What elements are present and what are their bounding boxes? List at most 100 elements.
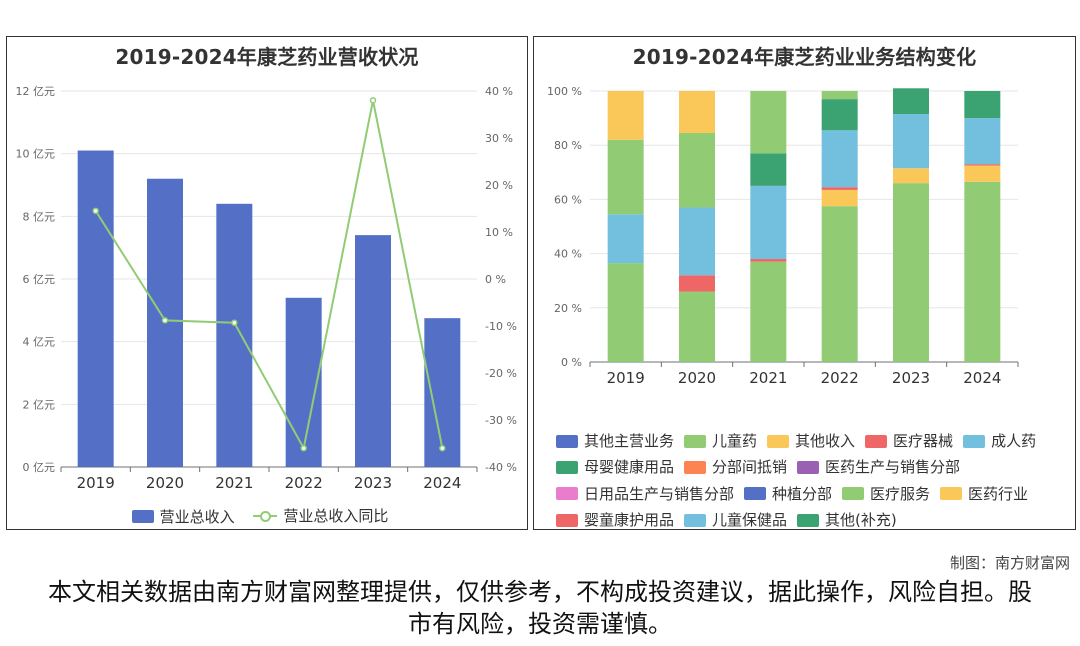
legend-item[interactable]: 医疗服务 <box>842 482 930 507</box>
revenue-bar <box>216 203 253 468</box>
legend-item[interactable]: 其他主营业务 <box>556 429 674 454</box>
legend-item[interactable]: 分部间抵销 <box>684 455 787 480</box>
stack-segment <box>821 206 858 362</box>
legend-label: 成人药 <box>991 432 1037 450</box>
legend-swatch <box>963 434 986 448</box>
legend-swatch <box>556 434 578 448</box>
revenue-bar <box>285 297 322 467</box>
legend-item[interactable]: 医药行业 <box>940 482 1028 507</box>
legend-swatch <box>556 487 578 501</box>
x-tick-label: 2024 <box>963 369 1001 387</box>
legend-item[interactable]: 儿童保健品 <box>684 508 787 533</box>
legend-item[interactable]: 婴童康护用品 <box>556 508 674 533</box>
x-tick-label: 2022 <box>821 369 859 387</box>
x-tick-label: 2019 <box>77 474 115 492</box>
structure-chart-panel: 2019-2024年康芝药业业务结构变化 0 % 20 % 40 % 60 % 80 %… <box>533 36 1076 530</box>
x-tick-label: 2020 <box>146 474 184 492</box>
legend-label: 其他主营业务 <box>584 432 675 450</box>
stack-segment <box>607 214 644 264</box>
legend-swatch <box>744 487 767 501</box>
legend-label: 其他收入 <box>795 432 856 450</box>
stack-segment <box>821 189 858 207</box>
structure-chart-legend: 其他主营业务 儿童药 其他收入 医疗器械 成人药母婴健康用品 分部间抵销 医药生产与销售分部… <box>556 429 1071 534</box>
stack-segment <box>821 99 858 131</box>
x-tick-label: 2024 <box>423 474 461 492</box>
legend-swatch <box>842 487 865 501</box>
y2-tick-label: 20 % <box>485 179 513 192</box>
disclaimer-text: 本文相关数据由南方财富网整理提供，仅供参考，不构成投资建议，据此操作，风险自担。… <box>48 578 1032 638</box>
y2-tick-label: -10 % <box>485 320 517 333</box>
stack-segment <box>964 164 1001 166</box>
x-tick-label: 2021 <box>749 369 787 387</box>
stack-segment <box>821 130 858 188</box>
legend-swatch <box>556 513 578 527</box>
yoy-point <box>439 444 446 452</box>
y-tick-label: 0 % <box>561 356 582 369</box>
stack-segment <box>607 139 644 215</box>
stack-segment <box>964 181 1001 362</box>
legend-item-revenue-yoy[interactable]: 营业总收入同比 <box>253 505 388 526</box>
stack-segment <box>607 91 644 140</box>
legend-swatch-line <box>253 509 278 523</box>
stack-segment <box>679 291 715 362</box>
legend-swatch <box>684 461 707 474</box>
legend-swatch <box>865 434 888 448</box>
stack-segment <box>964 118 1001 165</box>
chart-credit: 制图：南方财富网 <box>949 554 1070 572</box>
legend-item[interactable]: 医药生产与销售分部 <box>797 455 960 480</box>
y-tick-label: 6 亿元 <box>23 273 56 286</box>
yoy-point <box>300 444 307 452</box>
stack-segment <box>893 114 929 169</box>
stack-segment <box>750 153 787 186</box>
legend-item[interactable]: 成人药 <box>963 429 1036 454</box>
stack-segment <box>893 88 929 115</box>
y2-tick-label: -30 % <box>485 414 517 427</box>
stack-segment <box>964 91 1001 119</box>
legend-swatch <box>767 434 790 448</box>
revenue-bar <box>355 235 391 467</box>
y2-tick-label: 0 % <box>485 273 506 286</box>
legend-item[interactable]: 儿童药 <box>684 429 757 454</box>
y-tick-label: 8 亿元 <box>23 210 56 223</box>
y-tick-label: 4 亿元 <box>23 336 56 349</box>
legend-swatch <box>556 461 578 474</box>
legend-item[interactable]: 母婴健康用品 <box>556 455 674 480</box>
legend-swatch <box>684 513 707 527</box>
revenue-chart-plot: 0 亿元 2 亿元 4 亿元 6 亿元 8 亿元 10 亿元 12 亿元 -40 % -30 %… <box>16 85 517 492</box>
legend-item[interactable]: 其他(补充) <box>797 508 897 533</box>
legend-item[interactable]: 医疗器械 <box>865 429 953 454</box>
x-tick-label: 2023 <box>892 369 930 387</box>
y-tick-label: 20 % <box>554 302 582 315</box>
legend-label: 种植分部 <box>772 484 833 503</box>
legend-item[interactable]: 日用品生产与销售分部 <box>556 482 734 507</box>
yoy-point <box>92 207 99 215</box>
stack-segment <box>607 263 644 362</box>
legend-label: 儿童保健品 <box>712 510 788 529</box>
stack-segment <box>893 168 929 184</box>
y-tick-label: 0 亿元 <box>23 461 56 474</box>
y2-tick-label: 30 % <box>485 132 513 145</box>
legend-label: 日用品生产与销售分部 <box>584 484 735 503</box>
y-tick-label: 60 % <box>554 193 582 206</box>
legend-label-revenue: 营业总收入 <box>159 507 235 526</box>
legend-label: 婴童康护用品 <box>584 510 675 529</box>
yoy-point <box>231 319 238 326</box>
yoy-point <box>161 317 169 324</box>
legend-item-revenue[interactable]: 营业总收入 <box>131 506 235 527</box>
legend-swatch-bar <box>131 509 154 523</box>
y-tick-label: 100 % <box>547 85 582 98</box>
revenue-bar <box>77 150 114 467</box>
legend-item[interactable]: 其他收入 <box>767 429 855 454</box>
legend-swatch <box>940 487 963 501</box>
legend-item[interactable]: 种植分部 <box>744 482 832 507</box>
y-tick-label: 80 % <box>554 139 582 152</box>
legend-label: 医药行业 <box>968 484 1029 503</box>
structure-chart-plot: 0 % 20 % 40 % 60 % 80 % 100 % 2019 2020 2021 2022… <box>547 85 1019 387</box>
stack-segment <box>821 187 858 190</box>
y-tick-label: 40 % <box>554 248 582 261</box>
stack-segment <box>893 183 929 362</box>
x-tick-label: 2022 <box>285 474 323 492</box>
stack-segment <box>821 91 858 100</box>
revenue-chart-panel: 2019-2024年康芝药业营收状况 0 亿元 2 亿元 4 亿元 6 亿元 8 亿元 1… <box>6 36 528 530</box>
revenue-chart-legend: 营业总收入 营业总收入同比 <box>7 505 527 527</box>
